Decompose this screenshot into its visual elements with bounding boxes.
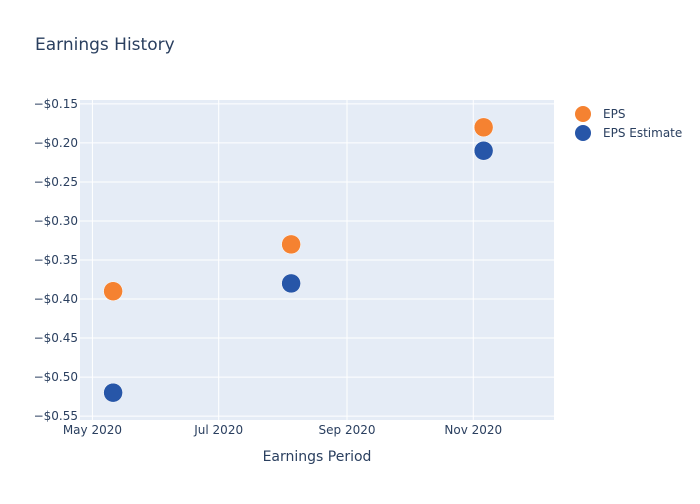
y-tick-label: −$0.25 <box>34 175 78 189</box>
legend[interactable]: EPS EPS Estimate <box>575 106 682 141</box>
x-axis-title: Earnings Period <box>263 449 372 465</box>
x-tick-label: Jul 2020 <box>193 423 243 437</box>
y-tick-label: −$0.20 <box>34 136 78 150</box>
y-tick-label: −$0.40 <box>34 292 78 306</box>
y-tick-label: −$0.55 <box>34 409 78 423</box>
chart-title: Earnings History <box>35 35 175 55</box>
eps-point[interactable] <box>281 234 301 255</box>
legend-label: EPS <box>603 107 625 121</box>
legend-marker <box>575 125 591 141</box>
legend-marker <box>575 106 591 122</box>
y-tick-label: −$0.30 <box>34 214 78 228</box>
legend-item-eps-estimate[interactable]: EPS Estimate <box>575 125 682 141</box>
x-tick-label: Nov 2020 <box>444 423 502 437</box>
eps-estimate-point[interactable] <box>281 273 301 294</box>
y-tick-label: −$0.35 <box>34 253 78 267</box>
grid-lines <box>80 100 554 420</box>
x-axis: May 2020 Jul 2020 Sep 2020 Nov 2020 <box>63 423 502 437</box>
y-tick-label: −$0.45 <box>34 331 78 345</box>
y-tick-label: −$0.15 <box>34 97 78 111</box>
legend-item-eps[interactable]: EPS <box>575 106 625 122</box>
x-tick-label: May 2020 <box>63 423 122 437</box>
eps-estimate-point[interactable] <box>103 382 123 403</box>
eps-point[interactable] <box>103 281 123 301</box>
y-tick-label: −$0.50 <box>34 370 78 384</box>
legend-label: EPS Estimate <box>603 126 682 140</box>
x-tick-label: Sep 2020 <box>319 423 376 437</box>
eps-point[interactable] <box>473 117 494 138</box>
data-points <box>103 117 494 403</box>
y-axis: −$0.15 −$0.20 −$0.25 −$0.30 −$0.35 −$0.40 −$0.… <box>34 97 78 423</box>
eps-estimate-point[interactable] <box>473 140 494 161</box>
